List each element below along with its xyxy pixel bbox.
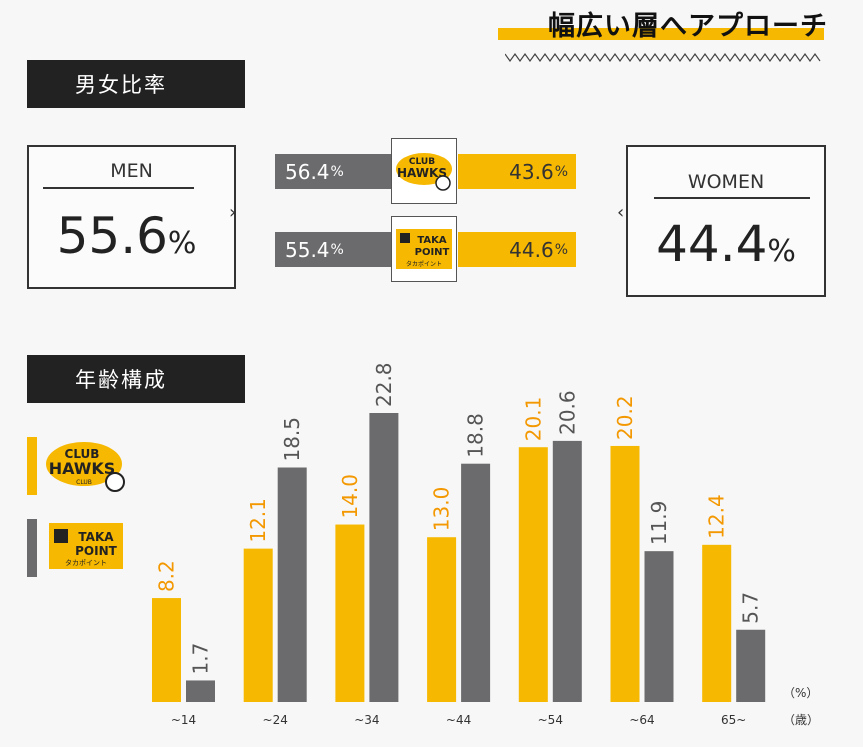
ratio-men-club-hawks: 56.4% (275, 154, 391, 189)
x-tick-label: ~34 (354, 713, 379, 727)
women-box-notch: ‹ (617, 202, 625, 223)
bar-s1-6 (736, 629, 766, 702)
taka-point-logo: TAKA POINT タカポイント (391, 216, 457, 282)
x-tick-label: ~14 (171, 713, 196, 727)
bar-s1-4 (552, 440, 582, 702)
bar-s0-3 (427, 537, 457, 702)
club-hawks-icon: CLUB HAWKS (396, 153, 452, 191)
legend-swatch-taka-point (27, 519, 37, 577)
svg-text:CLUB: CLUB (409, 157, 435, 167)
ratio-men-taka-point: 55.4% (275, 232, 391, 267)
svg-text:POINT: POINT (75, 544, 118, 558)
svg-text:タカポイント: タカポイント (406, 260, 442, 268)
value-label-s0-1: 12.1 (246, 498, 270, 543)
svg-text:タカポイント: タカポイント (65, 558, 107, 567)
ratio-women-taka-point: 44.6% (458, 232, 576, 267)
x-tick-label: ~44 (446, 713, 471, 727)
bar-s1-5 (644, 551, 674, 702)
x-unit-label: （歳） (783, 713, 819, 727)
value-label-s0-0: 8.2 (155, 560, 179, 592)
value-label-s1-1: 18.5 (280, 417, 304, 462)
women-value: 44.4% (656, 215, 796, 273)
section-label-age: 年齢構成 (27, 355, 245, 403)
value-label-s1-5: 11.9 (647, 501, 671, 546)
bar-s1-3 (461, 463, 491, 702)
svg-text:CLUB: CLUB (65, 447, 100, 461)
club-hawks-logo: CLUB HAWKS (391, 138, 457, 204)
x-tick-label: ~24 (263, 713, 288, 727)
legend-taka-point-logo: TAKA POINT タカポイント (49, 523, 123, 569)
value-label-s0-3: 13.0 (430, 487, 454, 532)
women-rule (654, 197, 810, 199)
value-label-s1-4: 20.6 (555, 390, 579, 435)
svg-text:HAWKS: HAWKS (49, 459, 116, 478)
men-label: MEN (110, 160, 153, 182)
svg-text:TAKA: TAKA (417, 235, 447, 246)
legend-club-hawks-logo: CLUB HAWKS CLUB (46, 442, 125, 492)
value-label-s0-4: 20.1 (521, 397, 545, 442)
value-label-s0-6: 12.4 (705, 494, 729, 539)
svg-text:POINT: POINT (415, 247, 450, 258)
bar-s0-0 (152, 598, 181, 702)
men-value: 55.6% (56, 207, 197, 265)
men-box-notch: › (229, 202, 237, 223)
ratio-women-club-hawks: 43.6% (458, 154, 576, 189)
x-tick-label: 65~ (721, 713, 746, 727)
bar-s0-5 (610, 445, 640, 702)
headline-highlight (498, 28, 824, 40)
svg-text:TAKA: TAKA (78, 530, 114, 544)
men-box: MEN 55.6% (27, 145, 236, 289)
men-rule (43, 187, 194, 189)
bar-s0-2 (335, 524, 365, 702)
zigzag-divider (505, 52, 821, 62)
section-label-gender: 男女比率 (27, 60, 245, 108)
value-label-s1-0: 1.7 (189, 643, 213, 675)
svg-text:CLUB: CLUB (76, 479, 92, 486)
bar-s1-0 (186, 680, 215, 702)
y-unit-label: （%） (783, 686, 818, 700)
women-box: WOMEN 44.4% (626, 145, 826, 297)
page-headline: 幅広い層へアプローチ (548, 11, 828, 42)
x-tick-label: ~64 (629, 713, 654, 727)
bar-s0-6 (702, 544, 732, 702)
taka-point-icon: TAKA POINT タカポイント (396, 229, 452, 269)
legend-swatch-club-hawks (27, 437, 37, 495)
value-label-s0-5: 20.2 (613, 395, 637, 440)
bar-s1-2 (369, 413, 399, 702)
svg-text:HAWKS: HAWKS (397, 166, 447, 180)
value-label-s1-2: 22.8 (372, 362, 396, 407)
value-label-s0-2: 14.0 (338, 474, 362, 519)
women-label: WOMEN (687, 171, 765, 193)
value-label-s1-6: 5.7 (739, 592, 763, 624)
bar-s1-1 (277, 467, 307, 702)
bar-s0-4 (518, 447, 548, 702)
bar-s0-1 (243, 548, 273, 702)
x-tick-label: ~54 (538, 713, 563, 727)
value-label-s1-3: 18.8 (464, 413, 488, 458)
